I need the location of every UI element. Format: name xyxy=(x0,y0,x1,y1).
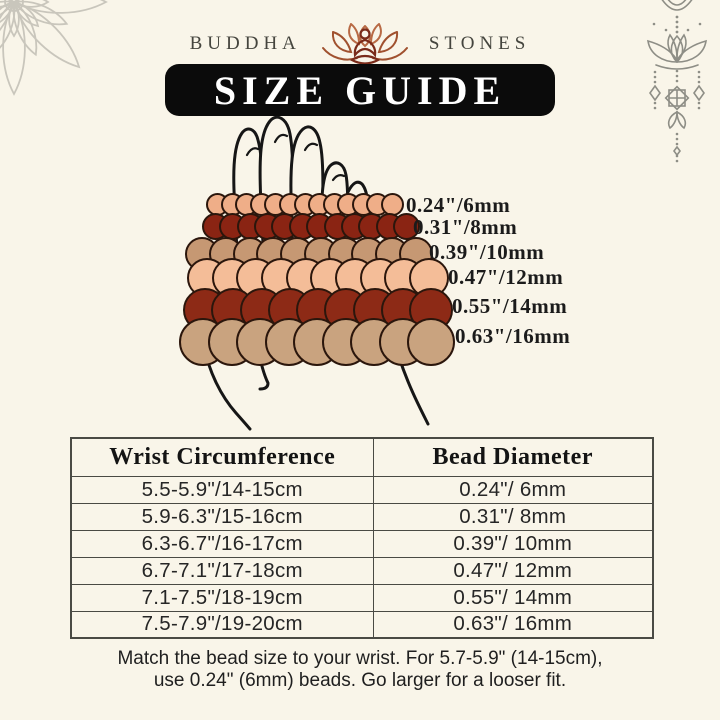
bracelet-row xyxy=(202,213,420,240)
table-cell: 5.9-6.3"/15-16cm xyxy=(70,502,374,531)
table-header-row: Wrist Circumference Bead Diameter xyxy=(70,437,654,477)
table-cell: 0.55"/ 14mm xyxy=(372,583,654,612)
table-cell: 5.5-5.9"/14-15cm xyxy=(70,475,374,504)
table-row: 5.9-6.3"/15-16cm 0.31"/ 8mm xyxy=(70,502,654,531)
table-cell: 0.47"/ 12mm xyxy=(372,556,654,585)
footer-note: Match the bead size to your wrist. For 5… xyxy=(0,648,720,691)
bracelet-size-label: 0.39"/10mm xyxy=(429,240,545,264)
table-cell: 0.31"/ 8mm xyxy=(372,502,654,531)
size-guide-title: SIZE GUIDE xyxy=(213,67,507,113)
bracelet-size-label: 0.55"/14mm xyxy=(452,294,568,318)
brand-word-stones: STONES xyxy=(428,33,531,54)
mandala-corner-icon xyxy=(0,0,108,96)
table-cell: 0.39"/ 10mm xyxy=(372,529,654,558)
table-row: 5.5-5.9"/14-15cm 0.24"/ 6mm xyxy=(70,475,654,504)
size-table-body: 5.5-5.9"/14-15cm 0.24"/ 6mm 5.9-6.3"/15-16… xyxy=(70,475,654,639)
brand-word-buddha: BUDDHA xyxy=(189,33,301,54)
table-cell: 6.3-6.7"/16-17cm xyxy=(70,529,374,558)
footer-note-line1: Match the bead size to your wrist. For 5… xyxy=(117,648,603,669)
bracelet-row xyxy=(179,318,455,366)
table-header-bead: Bead Diameter xyxy=(372,437,654,477)
table-row: 7.5-7.9"/19-20cm 0.63"/ 16mm xyxy=(70,610,654,639)
bead xyxy=(407,318,455,366)
table-row: 6.3-6.7"/16-17cm 0.39"/ 10mm xyxy=(70,529,654,558)
bracelet-size-label: 0.31"/8mm xyxy=(413,215,518,239)
table-cell: 0.24"/ 6mm xyxy=(372,475,654,504)
table-row: 6.7-7.1"/17-18cm 0.47"/ 12mm xyxy=(70,556,654,585)
table-cell: 6.7-7.1"/17-18cm xyxy=(70,556,374,585)
table-row: 7.1-7.5"/18-19cm 0.55"/ 14mm xyxy=(70,583,654,612)
lotus-logo-icon xyxy=(321,23,408,65)
brand-header: BUDDHA STONES xyxy=(0,22,720,66)
table-header-wrist: Wrist Circumference xyxy=(70,437,374,477)
table-cell: 0.63"/ 16mm xyxy=(372,610,654,639)
table-cell: 7.5-7.9"/19-20cm xyxy=(70,610,374,639)
bracelet-size-label: 0.24"/6mm xyxy=(406,193,511,217)
bracelet-size-label: 0.63"/16mm xyxy=(455,324,571,348)
size-guide-banner: SIZE GUIDE xyxy=(165,64,555,116)
lotus-ornament-icon xyxy=(647,0,707,163)
table-cell: 7.1-7.5"/18-19cm xyxy=(70,583,374,612)
size-table: Wrist Circumference Bead Diameter 5.5-5.… xyxy=(70,437,654,639)
footer-note-line2: use 0.24" (6mm) beads. Go larger for a l… xyxy=(153,669,567,691)
bracelet-size-label: 0.47"/12mm xyxy=(448,265,564,289)
bead xyxy=(393,213,420,240)
